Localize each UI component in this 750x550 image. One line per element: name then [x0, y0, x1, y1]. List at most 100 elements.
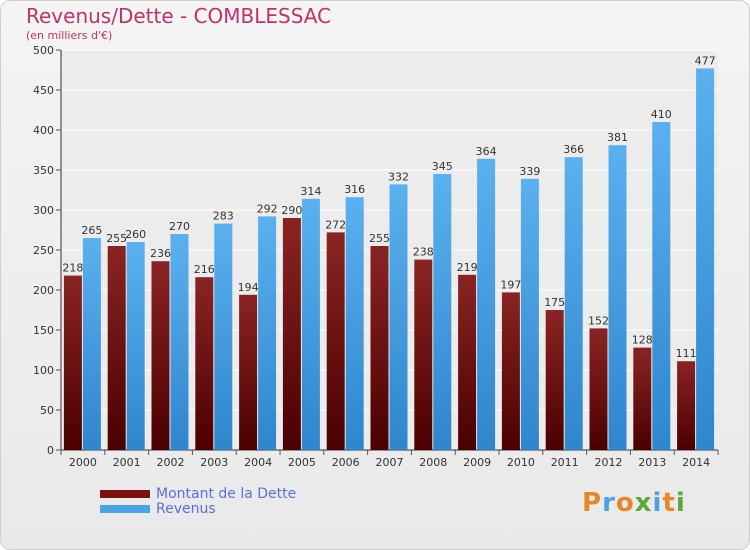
value-label-debt: 290	[281, 204, 302, 217]
bar-revenue	[652, 122, 671, 450]
value-label-debt: 194	[238, 281, 259, 294]
logo-letter: P	[582, 488, 603, 518]
value-label-revenue: 270	[169, 220, 190, 233]
value-label-debt: 216	[194, 263, 215, 276]
bar-revenue	[301, 198, 320, 450]
legend-label-revenue: Revenus	[156, 500, 216, 517]
value-label-revenue: 332	[388, 170, 409, 183]
value-label-debt: 236	[150, 247, 171, 260]
value-label-revenue: 314	[300, 185, 321, 198]
value-label-debt: 255	[106, 232, 127, 245]
x-tick-label: 2001	[113, 456, 141, 469]
x-tick-label: 2006	[332, 456, 360, 469]
x-tick-label: 2013	[638, 456, 666, 469]
x-tick-label: 2011	[551, 456, 579, 469]
value-label-revenue: 410	[651, 108, 672, 121]
value-label-revenue: 316	[344, 183, 365, 196]
y-tick-label: 50	[40, 404, 54, 417]
x-tick-label: 2012	[595, 456, 623, 469]
bar-debt	[239, 294, 258, 450]
legend-item-debt: Montant de la Dette	[100, 485, 297, 502]
x-tick-label: 2003	[200, 456, 228, 469]
x-tick-label: 2000	[69, 456, 97, 469]
legend-swatch-debt	[100, 489, 150, 498]
bar-debt	[501, 292, 520, 450]
bar-debt	[414, 259, 433, 450]
bar-debt	[63, 275, 82, 450]
bar-debt	[677, 361, 696, 450]
logo-letter: t	[662, 488, 676, 518]
y-tick-label: 300	[33, 204, 54, 217]
proxiti-logo: Proxiti	[582, 488, 686, 518]
y-tick-label: 400	[33, 124, 54, 137]
bar-debt	[458, 274, 477, 450]
bar-debt	[633, 347, 652, 450]
bar-debt	[545, 310, 564, 450]
value-label-debt: 272	[325, 218, 346, 231]
bar-revenue	[389, 184, 408, 450]
bar-revenue	[433, 174, 452, 450]
value-label-debt: 152	[588, 314, 609, 327]
x-tick-label: 2009	[463, 456, 491, 469]
bar-revenue	[564, 157, 583, 450]
value-label-revenue: 364	[476, 145, 497, 158]
value-label-revenue: 265	[81, 224, 102, 237]
x-tick-label: 2005	[288, 456, 316, 469]
bar-revenue	[345, 197, 364, 450]
value-label-revenue: 345	[432, 160, 453, 173]
bar-debt	[589, 328, 608, 450]
y-tick-label: 150	[33, 324, 54, 337]
legend-swatch-revenue	[100, 504, 150, 513]
bar-revenue	[477, 158, 496, 451]
value-label-revenue: 477	[695, 54, 716, 67]
value-label-debt: 128	[632, 334, 653, 347]
x-tick-label: 2010	[507, 456, 535, 469]
x-tick-label: 2007	[376, 456, 404, 469]
y-tick-label: 450	[33, 84, 54, 97]
y-tick-label: 100	[33, 364, 54, 377]
y-tick-label: 200	[33, 284, 54, 297]
bar-revenue	[82, 238, 101, 450]
bar-revenue	[608, 145, 627, 450]
y-tick-label: 500	[33, 44, 54, 57]
value-label-revenue: 260	[125, 228, 146, 241]
value-label-debt: 111	[676, 347, 697, 360]
logo-letter: i	[652, 488, 663, 518]
x-tick-label: 2002	[157, 456, 185, 469]
value-label-debt: 219	[457, 261, 478, 274]
chart-title: Revenus/Dette - COMBLESSAC	[26, 4, 332, 28]
value-label-revenue: 381	[607, 131, 628, 144]
y-tick-label: 350	[33, 164, 54, 177]
bar-debt	[151, 261, 170, 450]
logo-letter: r	[602, 488, 616, 518]
legend: Montant de la Dette Revenus	[100, 485, 297, 517]
value-label-revenue: 292	[257, 202, 278, 215]
logo-letter: i	[675, 488, 686, 518]
logo-letter: x	[634, 488, 653, 518]
x-tick-label: 2014	[682, 456, 710, 469]
bar-revenue	[520, 178, 539, 451]
value-label-revenue: 366	[563, 143, 584, 156]
bar-debt	[370, 246, 389, 450]
bar-revenue	[170, 234, 189, 450]
legend-item-revenue: Revenus	[100, 500, 296, 517]
bar-debt	[326, 232, 345, 450]
value-label-debt: 238	[413, 246, 434, 259]
legend-label-debt: Montant de la Dette	[156, 485, 297, 502]
bar-debt	[195, 277, 214, 450]
value-label-debt: 197	[500, 278, 521, 291]
y-tick-label: 250	[33, 244, 54, 257]
x-tick-label: 2008	[419, 456, 447, 469]
x-tick-label: 2004	[244, 456, 272, 469]
value-label-revenue: 283	[213, 210, 234, 223]
logo-letter: o	[615, 488, 635, 518]
chart-subtitle: (en milliers d'€)	[26, 29, 113, 42]
bar-revenue	[214, 223, 233, 450]
bar-debt	[282, 218, 301, 450]
value-label-debt: 255	[369, 232, 390, 245]
y-tick-label: 0	[47, 444, 54, 457]
bar-revenue	[258, 216, 277, 450]
bar-debt	[107, 246, 126, 450]
value-label-debt: 218	[62, 262, 83, 275]
